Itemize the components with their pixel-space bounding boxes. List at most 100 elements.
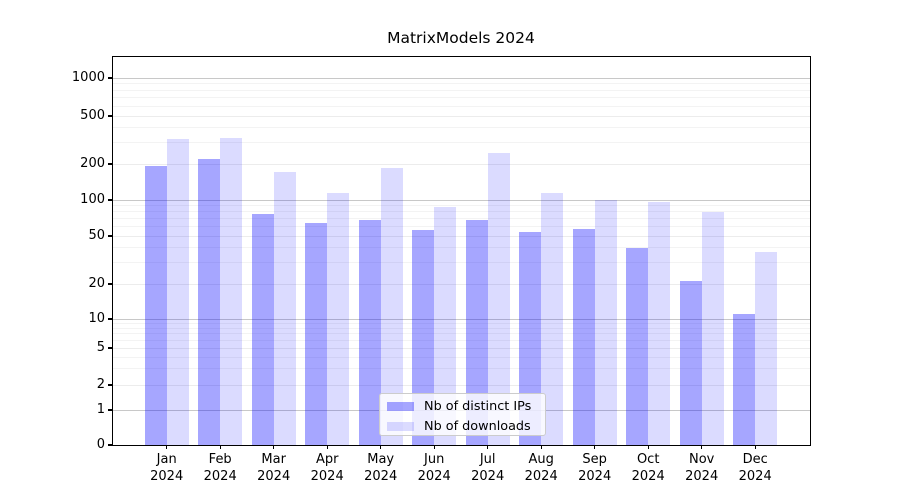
bar-downloads: [701, 211, 724, 445]
y-tick-mark: [108, 409, 112, 411]
x-tick-mark: [166, 445, 168, 449]
x-tick-label: Sep 2024: [578, 452, 612, 484]
gridline: [112, 211, 810, 213]
bar-distinct-ips: [358, 220, 381, 445]
x-tick-label: Jul 2024: [471, 452, 505, 484]
y-tick-label: 0: [96, 437, 105, 452]
y-tick-mark: [108, 384, 112, 386]
x-tick-mark: [647, 445, 649, 449]
bar-distinct-ips: [412, 230, 435, 445]
gridline: [112, 115, 810, 117]
x-tick-mark: [701, 445, 703, 449]
gridline: [112, 262, 810, 264]
x-tick-label: Oct 2024: [631, 452, 665, 484]
y-tick-mark: [108, 199, 112, 201]
x-tick-label: May 2024: [364, 452, 398, 484]
y-tick-label: 20: [88, 276, 105, 291]
bar-distinct-ips: [733, 314, 756, 445]
gridline: [112, 226, 810, 228]
bar-distinct-ips: [679, 281, 702, 445]
x-tick-label: Apr 2024: [310, 452, 344, 484]
gridline: [112, 347, 810, 349]
y-tick-label: 100: [80, 192, 105, 207]
bar-distinct-ips: [305, 223, 328, 445]
y-tick-label: 2: [96, 377, 105, 392]
gridline: [112, 89, 810, 91]
gridline: [112, 368, 810, 370]
gridline: [112, 127, 810, 129]
bar-distinct-ips: [251, 214, 274, 445]
gridline: [112, 322, 810, 324]
gridline: [112, 283, 810, 285]
gridline: [112, 204, 810, 206]
bar-distinct-ips: [626, 247, 649, 445]
bar-distinct-ips: [465, 220, 488, 445]
bar-downloads: [594, 200, 617, 445]
chart-title: MatrixModels 2024: [387, 29, 535, 47]
bar-downloads: [273, 171, 296, 445]
gridline: [112, 218, 810, 220]
gridline: [112, 356, 810, 358]
legend-label: Nb of distinct IPs: [424, 398, 532, 414]
gridline: [112, 339, 810, 341]
x-tick-label: Dec 2024: [738, 452, 772, 484]
bar-downloads: [166, 139, 189, 445]
x-tick-label: Jun 2024: [417, 452, 451, 484]
x-tick-mark: [754, 445, 756, 449]
x-tick-mark: [273, 445, 275, 449]
x-tick-label: Aug 2024: [524, 452, 558, 484]
x-tick-label: Feb 2024: [203, 452, 237, 484]
bar-downloads: [755, 251, 778, 445]
gridline: [112, 142, 810, 144]
legend-item: Nb of downloads: [380, 417, 545, 435]
legend: Nb of distinct IPs Nb of downloads: [379, 393, 546, 436]
y-tick-mark: [108, 318, 112, 320]
x-tick-label: Mar 2024: [257, 452, 291, 484]
x-tick-mark: [594, 445, 596, 449]
x-tick-mark: [326, 445, 328, 449]
gridline: [112, 247, 810, 249]
bar-distinct-ips: [572, 229, 595, 445]
y-tick-label: 1000: [71, 70, 105, 85]
y-tick-label: 5: [96, 340, 105, 355]
bar-distinct-ips: [144, 165, 167, 445]
bar-distinct-ips: [198, 159, 221, 445]
gridline: [112, 105, 810, 107]
y-tick-mark: [108, 163, 112, 165]
bar-downloads: [380, 168, 403, 445]
gridline: [112, 327, 810, 329]
bar-distinct-ips: [519, 232, 542, 445]
y-tick-label: 200: [80, 156, 105, 171]
bar-downloads: [434, 207, 457, 445]
x-tick-mark: [380, 445, 382, 449]
y-tick-label: 10: [88, 311, 105, 326]
y-tick-mark: [108, 235, 112, 237]
legend-item: Nb of distinct IPs: [380, 397, 545, 415]
y-tick-mark: [108, 115, 112, 117]
x-tick-mark: [433, 445, 435, 449]
gridline: [112, 384, 810, 386]
bar-downloads: [648, 201, 671, 445]
gridline: [112, 333, 810, 335]
y-tick-mark: [108, 77, 112, 79]
bar-downloads: [327, 192, 350, 445]
legend-swatch-downloads: [387, 421, 414, 431]
y-tick-label: 1: [96, 402, 105, 417]
gridline: [112, 235, 810, 237]
bar-downloads: [487, 153, 510, 445]
x-tick-mark: [219, 445, 221, 449]
legend-swatch-distinct-ips: [387, 401, 414, 411]
plot-area: [112, 57, 810, 445]
gridline: [112, 199, 810, 201]
gridline: [112, 318, 810, 320]
y-tick-label: 500: [80, 108, 105, 123]
x-tick-label: Nov 2024: [685, 452, 719, 484]
gridline: [112, 163, 810, 165]
y-tick-mark: [108, 347, 112, 349]
y-tick-label: 50: [88, 228, 105, 243]
gridline: [112, 97, 810, 99]
bar-downloads: [220, 137, 243, 445]
x-tick-label: Jan 2024: [150, 452, 184, 484]
y-tick-mark: [108, 283, 112, 285]
